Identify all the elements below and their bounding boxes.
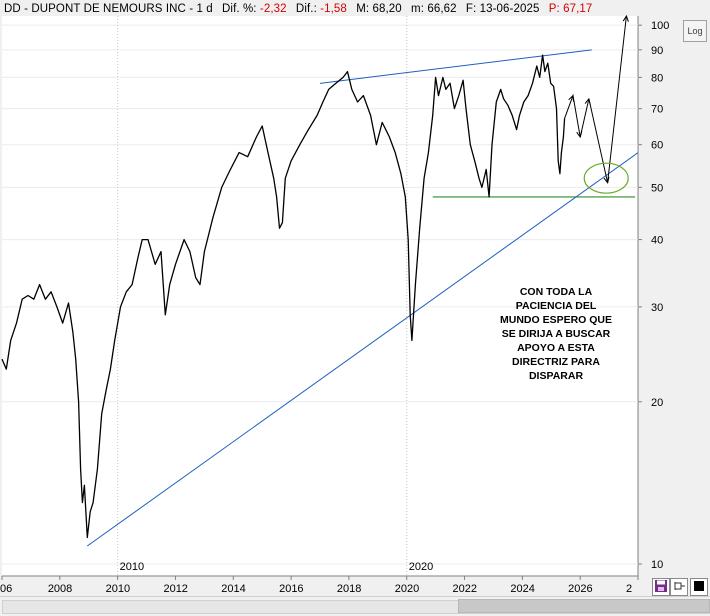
x-tick-label: 2012: [163, 583, 187, 595]
x-tick-label: 2026: [568, 583, 592, 595]
y-tick-label: 60: [651, 140, 663, 152]
annotation-line: DISPARAR: [528, 370, 584, 382]
pin-icon[interactable]: [670, 578, 688, 596]
upper-trendline: [319, 49, 592, 84]
projection-arrowhead: [568, 94, 575, 102]
square-icon[interactable]: [690, 578, 708, 596]
annotation-line: DIRECTRIZ PARA: [512, 356, 600, 368]
annotation-line: APOYO A ESTA: [517, 342, 595, 354]
y-tick-label: 40: [651, 235, 663, 247]
price-value: 67,17: [563, 3, 593, 15]
x-tick-label: 2022: [453, 583, 477, 595]
x-tick-label: 2016: [279, 583, 303, 595]
instrument-header: DD - DUPONT DE NEMOURS INC - 1 d Dif. %:…: [4, 3, 592, 15]
x-tick-label: 2008: [48, 583, 72, 595]
date-label: F:: [465, 3, 477, 15]
price-label: P:: [548, 3, 560, 15]
min-label: m:: [411, 3, 425, 15]
scroll-thumb[interactable]: [458, 599, 710, 613]
y-tick-label: 50: [651, 182, 663, 194]
x-tick-label: 06: [0, 583, 12, 595]
dif-label: Dif.:: [295, 3, 317, 15]
y-tick-label: 80: [651, 72, 663, 84]
y-tick-label: 10: [651, 559, 663, 571]
max-value: 68,20: [372, 3, 402, 15]
max-label: M:: [356, 3, 370, 15]
dif-pct-label: Dif. %:: [222, 3, 257, 15]
period-label: 2020: [409, 561, 433, 573]
y-tick-label: 100: [651, 20, 669, 32]
period-label: 2010: [120, 561, 144, 573]
annotation-line: PACIENCIA DEL: [515, 300, 597, 312]
x-tick-label: 2020: [395, 583, 419, 595]
save-icon-glyph: [655, 580, 667, 592]
annotation-text: CON TODA LA PACIENCIA DEL MUNDO ESPERO Q…: [488, 285, 624, 383]
y-tick-label: 20: [651, 397, 663, 409]
x-tick-label: 2024: [510, 583, 534, 595]
rising-trendline: [86, 152, 639, 547]
projection-arrowhead: [584, 97, 591, 105]
y-tick-label: 70: [651, 104, 663, 116]
x-tick-label: 2014: [221, 583, 245, 595]
annotation-line: CON TODA LA: [519, 286, 593, 298]
pin-icon-glyph: [674, 582, 685, 590]
projection-arrowhead: [622, 14, 629, 22]
date-value: 13-06-2025: [479, 3, 540, 15]
y-tick-label: 90: [651, 45, 663, 57]
projection-arrowhead: [576, 131, 583, 139]
price-series-line: [1, 54, 566, 539]
x-tick-label: 2010: [106, 583, 130, 595]
annotation-line: MUNDO ESPERO QUE: [499, 314, 612, 326]
target-circle: [583, 162, 629, 194]
symbol-label: DD - DUPONT DE NEMOURS INC - 1 d: [4, 3, 213, 15]
dif-pct-value: -2,32: [259, 3, 287, 15]
min-value: 66,62: [427, 3, 457, 15]
square-icon-glyph: [694, 581, 704, 591]
x-tick-label: 2018: [337, 583, 361, 595]
projection-arrowhead: [603, 176, 610, 184]
save-icon[interactable]: [652, 578, 670, 596]
dif-value: -1,58: [320, 3, 347, 15]
projection-path: [564, 15, 627, 183]
x-tick-label: 2: [626, 583, 632, 595]
y-tick-label: 30: [651, 302, 663, 314]
annotation-line: SE DIRIJA A BUSCAR: [501, 328, 611, 340]
log-scale-button[interactable]: Log: [683, 20, 707, 42]
